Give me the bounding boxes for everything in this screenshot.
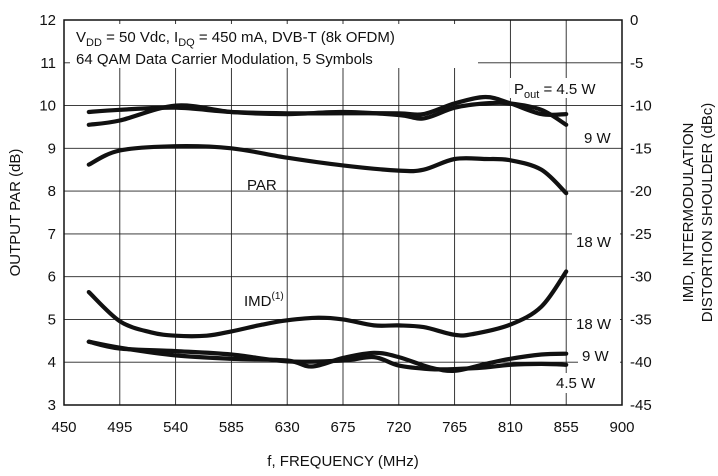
x-tick-label: 585 [219,419,244,436]
y2-tick-label: -20 [630,183,652,200]
y-tick-label: 10 [39,98,56,115]
conditions-line-2: 64 QAM Data Carrier Modulation, 5 Symbol… [76,51,373,68]
x-tick-label: 495 [107,419,132,436]
series-line-imd-4-5-w [86,339,569,372]
y2-tick-label: -45 [630,397,652,414]
anno-box-5 [552,373,608,393]
x-tick-label: 540 [163,419,188,436]
x-tick-label: 450 [51,419,76,436]
x-tick-label: 855 [554,419,579,436]
annotation-par-18w: 18 W [576,234,612,251]
y2-tick-label: -30 [630,269,652,286]
series-line-par-9-w [86,100,569,127]
annotation-imd-4-5w: 4.5 W [556,375,596,392]
imd-label: IMD(1) [244,291,284,310]
x-tick-label: 720 [386,419,411,436]
series-line-imd-18-w [86,269,569,339]
x-tick-label: 900 [609,419,634,436]
y2-tick-label: -35 [630,311,652,328]
curve-layer [86,94,569,373]
y-tick-label: 3 [48,397,56,414]
anno-box-3 [572,314,620,334]
y-tick-labels: 3 4 5 6 7 8 9 10 11 12 [39,12,56,414]
y2-tick-label: -5 [630,55,643,72]
series-line-par-18-w [86,143,569,196]
x-tick-label: 765 [442,419,467,436]
y-tick-label: 8 [48,183,56,200]
x-axis-title: f, FREQUENCY (MHz) [267,453,418,470]
x-tick-label: 675 [330,419,355,436]
y-tick-label: 11 [40,55,56,72]
y2-tick-labels: -45 -40 -35 -30 -25 -20 -15 -10 -5 0 [630,12,652,414]
anno-box-1 [580,127,620,147]
x-tick-label: 810 [498,419,523,436]
x-tick-labels: 450 495 540 585 630 675 720 765 810 855 900 [51,419,634,436]
y2-tick-label: -15 [630,140,652,157]
annotation-imd-18w: 18 W [576,316,612,333]
conditions-line-1: VDD = 50 Vdc, IDQ = 450 mA, DVB-T (8k OF… [76,29,395,49]
y2-axis-title-line-2: DISTORTION SHOULDER (dBc) [699,103,716,322]
y-tick-label: 9 [48,140,56,157]
plot-frame [63,19,623,406]
anno-box-2 [572,232,620,252]
y2-axis-title-line-1: IMD, INTERMODULATION [680,123,697,303]
pout-label: Pout = 4.5 W [514,81,596,101]
y2-tick-label: -25 [630,226,652,243]
y2-tick-label: -40 [630,354,652,371]
annotation-imd-9w: 9 W [582,348,610,365]
x-tick-label: 630 [275,419,300,436]
series-line-imd-9-w [86,339,569,373]
conditions-box [70,24,478,68]
y-tick-label: 7 [48,226,56,243]
annotation-par-9w: 9 W [584,130,612,147]
y-tick-label: 4 [48,354,56,371]
y-tick-label: 6 [48,269,56,286]
anno-box-4 [578,346,620,366]
pout-box [510,78,618,98]
y-axis-title: OUTPUT PAR (dB) [7,149,24,277]
y2-tick-label: -10 [630,98,652,115]
y-tick-label: 5 [48,311,56,328]
grid-layer [64,20,622,405]
par-label: PAR [247,177,277,194]
y2-tick-label: 0 [630,12,638,29]
y-tick-label: 12 [39,12,56,29]
